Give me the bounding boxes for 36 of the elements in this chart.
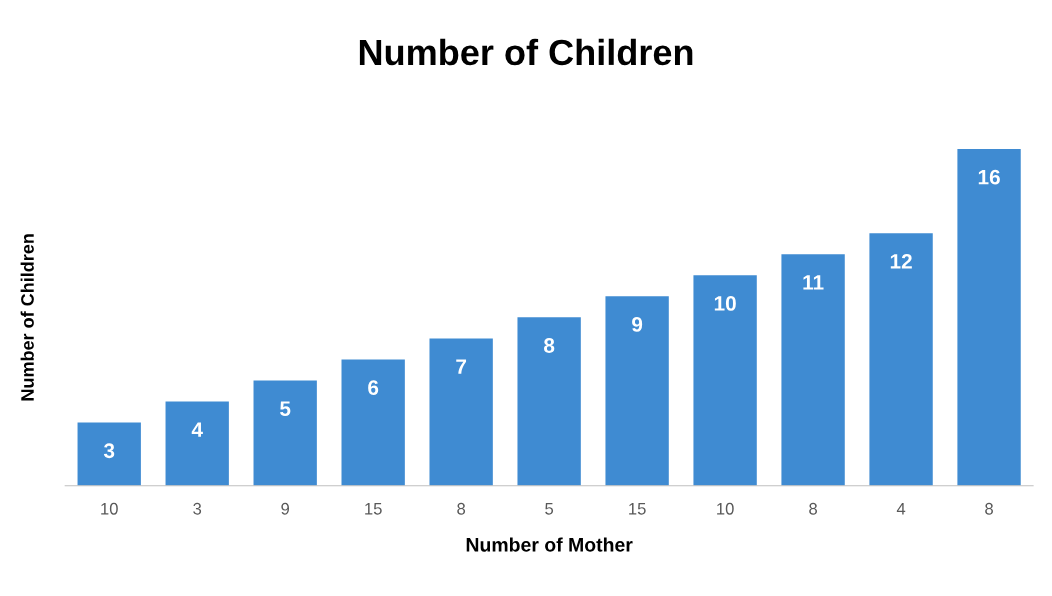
- bar: [605, 296, 669, 486]
- data-label: 10: [714, 296, 736, 311]
- bar: [869, 233, 933, 486]
- bar: [253, 380, 317, 486]
- x-tick-label: 9: [281, 502, 290, 515]
- bar: [693, 275, 757, 486]
- x-tick-label: 15: [365, 503, 382, 515]
- bar: [957, 149, 1021, 486]
- x-tick-label: 8: [809, 502, 818, 515]
- x-axis-title: Number of Mother: [466, 537, 633, 552]
- chart-title: Number of Children: [359, 38, 693, 66]
- x-tick-label: 8: [985, 502, 993, 515]
- bar: [429, 338, 493, 486]
- x-tick-label: 3: [193, 502, 202, 515]
- x-tick-label: 5: [545, 503, 554, 515]
- bar: [77, 422, 141, 486]
- bar: [781, 254, 845, 486]
- x-tick-label: 10: [717, 502, 734, 515]
- bar: [165, 401, 229, 486]
- data-label: 12: [890, 253, 912, 269]
- data-label: 16: [978, 169, 1000, 185]
- data-label: 6: [368, 380, 379, 395]
- x-tick-label: 8: [457, 502, 466, 515]
- data-label: 9: [632, 317, 643, 332]
- data-label: 4: [191, 422, 203, 437]
- data-label: 7: [456, 359, 467, 374]
- data-label: 3: [103, 443, 115, 459]
- y-axis-title: Number of Children: [20, 234, 34, 401]
- data-label: 5: [280, 401, 291, 417]
- x-tick-label: 15: [629, 503, 646, 515]
- data-label: 8: [544, 338, 555, 353]
- x-tick-label: 4: [896, 503, 906, 515]
- bar: [517, 317, 581, 486]
- bar: [341, 359, 405, 486]
- data-label: 11: [803, 275, 824, 290]
- x-tick-label: 10: [101, 502, 118, 515]
